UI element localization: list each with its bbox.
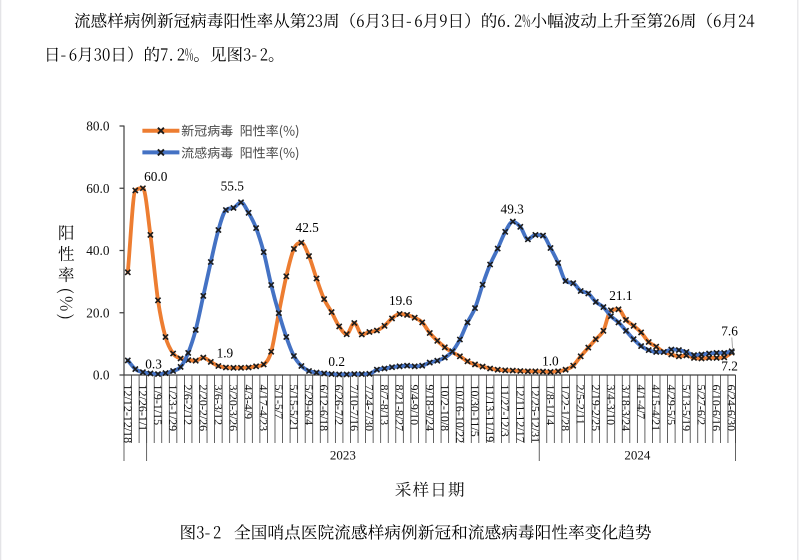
svg-text:55.5: 55.5 bbox=[221, 179, 245, 194]
svg-text:0.0: 0.0 bbox=[93, 368, 110, 383]
svg-text:1/22-1/28: 1/22-1/28 bbox=[559, 385, 573, 432]
svg-text:3/6-3/12: 3/6-3/12 bbox=[211, 385, 225, 426]
svg-text:7.2: 7.2 bbox=[721, 358, 738, 373]
svg-text:2/6-2/12: 2/6-2/12 bbox=[181, 385, 195, 426]
svg-text:4/3-4/9: 4/3-4/9 bbox=[242, 385, 256, 420]
svg-text:5/27-6/2: 5/27-6/2 bbox=[695, 385, 709, 426]
svg-text:49.3: 49.3 bbox=[501, 202, 525, 217]
svg-text:7.6: 7.6 bbox=[721, 324, 738, 339]
svg-text:7/10-7/16: 7/10-7/16 bbox=[347, 385, 361, 432]
svg-text:10/16-10/22: 10/16-10/22 bbox=[453, 385, 467, 444]
svg-text:10/30-11/5: 10/30-11/5 bbox=[468, 385, 482, 437]
svg-text:21.1: 21.1 bbox=[609, 288, 632, 303]
svg-text:11/27-12/3: 11/27-12/3 bbox=[498, 385, 512, 437]
svg-text:0.3: 0.3 bbox=[145, 357, 162, 372]
svg-text:4/15-4/21: 4/15-4/21 bbox=[649, 385, 663, 432]
svg-text:10/2-10/8: 10/2-10/8 bbox=[438, 385, 452, 432]
svg-text:7/24-7/30: 7/24-7/30 bbox=[362, 385, 376, 432]
svg-text:9/4-9/10: 9/4-9/10 bbox=[408, 385, 422, 426]
svg-text:8/21-8/27: 8/21-8/27 bbox=[393, 385, 407, 432]
svg-text:5/13-5/19: 5/13-5/19 bbox=[679, 385, 693, 432]
svg-text:6/26-7/2: 6/26-7/2 bbox=[332, 385, 346, 426]
svg-text:0.2: 0.2 bbox=[328, 354, 345, 369]
svg-text:6/10-6/16: 6/10-6/16 bbox=[710, 385, 724, 432]
svg-text:19.6: 19.6 bbox=[389, 293, 413, 308]
svg-text:1/9-1/15: 1/9-1/15 bbox=[151, 385, 165, 426]
svg-text:3/20-3/26: 3/20-3/26 bbox=[227, 385, 241, 432]
svg-text:2/20-2/26: 2/20-2/26 bbox=[196, 385, 210, 432]
svg-text:1/8-1/14: 1/8-1/14 bbox=[544, 385, 558, 426]
svg-text:2024: 2024 bbox=[624, 448, 651, 463]
svg-text:1.0: 1.0 bbox=[542, 354, 559, 369]
svg-text:1/23-1/29: 1/23-1/29 bbox=[166, 385, 180, 432]
svg-text:12/25-12/31: 12/25-12/31 bbox=[528, 385, 542, 444]
svg-text:4/17-4/23: 4/17-4/23 bbox=[257, 385, 271, 432]
svg-text:11/13-11/19: 11/13-11/19 bbox=[483, 385, 497, 443]
svg-text:8/7-8/13: 8/7-8/13 bbox=[378, 385, 392, 426]
svg-text:2023: 2023 bbox=[330, 448, 356, 463]
svg-text:5/15-5/21: 5/15-5/21 bbox=[287, 385, 301, 432]
svg-text:40.0: 40.0 bbox=[86, 243, 110, 258]
svg-text:2/5-2/11: 2/5-2/11 bbox=[574, 385, 588, 425]
svg-text:60.0: 60.0 bbox=[86, 181, 110, 196]
svg-text:4/29-5/5: 4/29-5/5 bbox=[664, 385, 678, 426]
svg-text:3/4-3/10: 3/4-3/10 bbox=[604, 385, 618, 426]
svg-text:6/24-6/30: 6/24-6/30 bbox=[725, 385, 739, 432]
svg-text:20.0: 20.0 bbox=[86, 305, 110, 320]
svg-text:5/1-5/7: 5/1-5/7 bbox=[272, 385, 286, 420]
svg-text:2/19-2/25: 2/19-2/25 bbox=[589, 385, 603, 432]
svg-text:1.9: 1.9 bbox=[217, 346, 234, 361]
svg-text:42.5: 42.5 bbox=[296, 220, 320, 235]
svg-text:9/18-9/24: 9/18-9/24 bbox=[423, 385, 437, 432]
svg-text:3/18-3/24: 3/18-3/24 bbox=[619, 385, 633, 432]
svg-text:12/12-12/18: 12/12-12/18 bbox=[121, 385, 135, 444]
svg-text:6/12-6/18: 6/12-6/18 bbox=[317, 385, 331, 432]
svg-text:5/29-6/4: 5/29-6/4 bbox=[302, 385, 316, 426]
svg-text:60.0: 60.0 bbox=[144, 169, 168, 184]
svg-text:4/1-4/7: 4/1-4/7 bbox=[634, 385, 648, 420]
svg-text:12/26-1/1: 12/26-1/1 bbox=[136, 385, 150, 432]
svg-text:80.0: 80.0 bbox=[86, 119, 110, 134]
svg-text:12/11-12/17: 12/11-12/17 bbox=[513, 385, 527, 443]
